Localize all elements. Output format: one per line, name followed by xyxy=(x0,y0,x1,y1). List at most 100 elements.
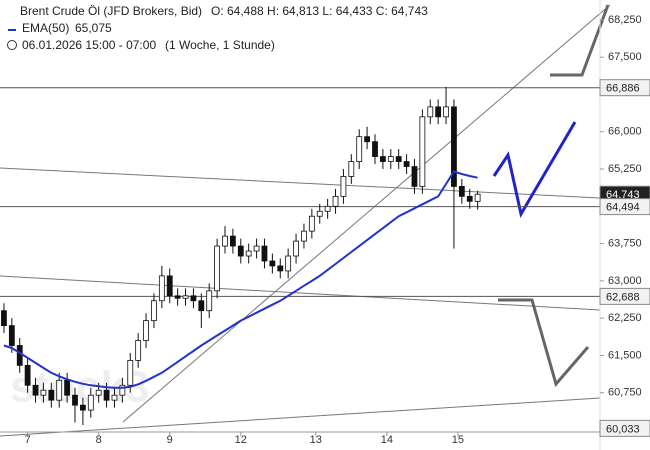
candle-body xyxy=(166,275,173,297)
candle-body xyxy=(1,310,7,327)
x-tick-label: 14 xyxy=(381,434,393,446)
candle-body xyxy=(182,295,189,299)
candle-body xyxy=(301,230,307,242)
candle-body xyxy=(127,360,134,386)
candle-body xyxy=(474,193,481,202)
trendline xyxy=(122,4,611,423)
projection xyxy=(492,121,577,219)
candle-body xyxy=(56,379,63,401)
candle-body xyxy=(308,215,315,232)
candle-body xyxy=(8,325,15,346)
projection xyxy=(498,298,590,388)
candle-body xyxy=(174,295,181,299)
candle-body xyxy=(387,156,394,162)
candle-body xyxy=(293,240,299,257)
price-tag-label: 64,494 xyxy=(606,202,640,214)
candle-body xyxy=(451,106,457,187)
candle-body xyxy=(111,394,118,401)
candle-body xyxy=(158,275,165,302)
candle-body xyxy=(403,161,410,167)
y-tick-label: 67,500 xyxy=(608,51,642,63)
candle-body xyxy=(190,295,197,302)
candle-body xyxy=(324,205,331,212)
y-tick-label: 61,500 xyxy=(608,349,642,361)
candle-body xyxy=(427,106,434,118)
candle-body xyxy=(151,300,157,322)
projection xyxy=(550,4,610,77)
x-tick-label: 7 xyxy=(25,434,31,446)
candle-body xyxy=(135,340,142,361)
price-tag-label: 66,886 xyxy=(606,83,640,95)
candle-body xyxy=(332,195,339,207)
y-tick-label: 63,000 xyxy=(608,275,642,287)
trendline xyxy=(0,167,601,199)
price-tag xyxy=(599,419,650,437)
candle-body xyxy=(214,245,221,292)
candle-body xyxy=(48,389,55,401)
ohlc: O: 64,488 H: 64,813 L: 64,433 C: 64,743 xyxy=(211,4,428,18)
y-tick-label: 65,250 xyxy=(608,163,642,175)
candle-body xyxy=(16,345,23,366)
candle-body xyxy=(443,106,449,118)
candle-body xyxy=(316,210,323,217)
candle-body xyxy=(419,116,426,187)
legend-label: EMA(50) xyxy=(22,21,69,35)
candle-body xyxy=(364,136,371,143)
candle-body xyxy=(229,235,236,247)
candle-body xyxy=(206,290,213,312)
header-bg xyxy=(0,0,300,56)
candle-body xyxy=(72,394,78,406)
candle-body xyxy=(103,389,110,401)
x-tick-label: 13 xyxy=(310,434,322,446)
candle-body xyxy=(87,394,94,411)
candle-body xyxy=(395,156,402,162)
plot: 60,750 61,500 62,250 63,000 63,750 65,250 66,0… xyxy=(0,14,642,446)
x-tick-label: 12 xyxy=(235,434,247,446)
price-tag-label: 62,688 xyxy=(606,291,640,303)
price-tag xyxy=(599,198,650,216)
candle-body xyxy=(245,250,252,257)
candle-body xyxy=(79,404,86,411)
candle-body xyxy=(269,260,276,267)
candle-body xyxy=(379,156,386,162)
trendline xyxy=(0,275,601,311)
candle-body xyxy=(466,195,473,202)
y-tick-label: 66,000 xyxy=(608,126,642,138)
candle-body xyxy=(261,245,268,262)
candle-body xyxy=(435,106,442,118)
candle-body xyxy=(143,320,149,341)
candle-body xyxy=(95,389,102,396)
x-tick-label: 15 xyxy=(452,434,464,446)
y-tick-label: 68,250 xyxy=(608,14,642,26)
price-tag-label: 60,033 xyxy=(606,423,640,435)
candle-body xyxy=(119,384,126,396)
candle-body xyxy=(285,255,292,272)
ema-line xyxy=(3,170,478,389)
clock-icon xyxy=(7,40,17,50)
y-tick-label: 60,750 xyxy=(608,387,642,399)
x-tick-label: 8 xyxy=(96,434,102,446)
candle-body xyxy=(458,186,465,197)
trendline xyxy=(0,397,601,437)
candle-body xyxy=(277,265,284,272)
candle-body xyxy=(237,245,244,257)
period: 06.01.2026 15:00 - 07:00 xyxy=(22,38,156,52)
candle-body xyxy=(24,364,31,386)
candle-body xyxy=(198,300,205,312)
y-tick-label: 63,750 xyxy=(608,237,642,249)
candle-body xyxy=(411,166,418,187)
price-tag xyxy=(599,287,650,305)
candle-body xyxy=(356,136,363,162)
candle-body xyxy=(340,176,347,197)
legend-value: 65,075 xyxy=(75,21,112,35)
candle-body xyxy=(372,141,378,157)
candle-body xyxy=(253,245,260,252)
interval: (1 Woche, 1 Stunde) xyxy=(165,38,275,52)
candle-body xyxy=(348,161,355,177)
y-tick-label: 62,250 xyxy=(608,312,642,324)
candle-body xyxy=(32,384,39,396)
candle-body xyxy=(64,379,71,396)
candle-body xyxy=(222,235,228,247)
x-tick-label: 9 xyxy=(167,434,173,446)
